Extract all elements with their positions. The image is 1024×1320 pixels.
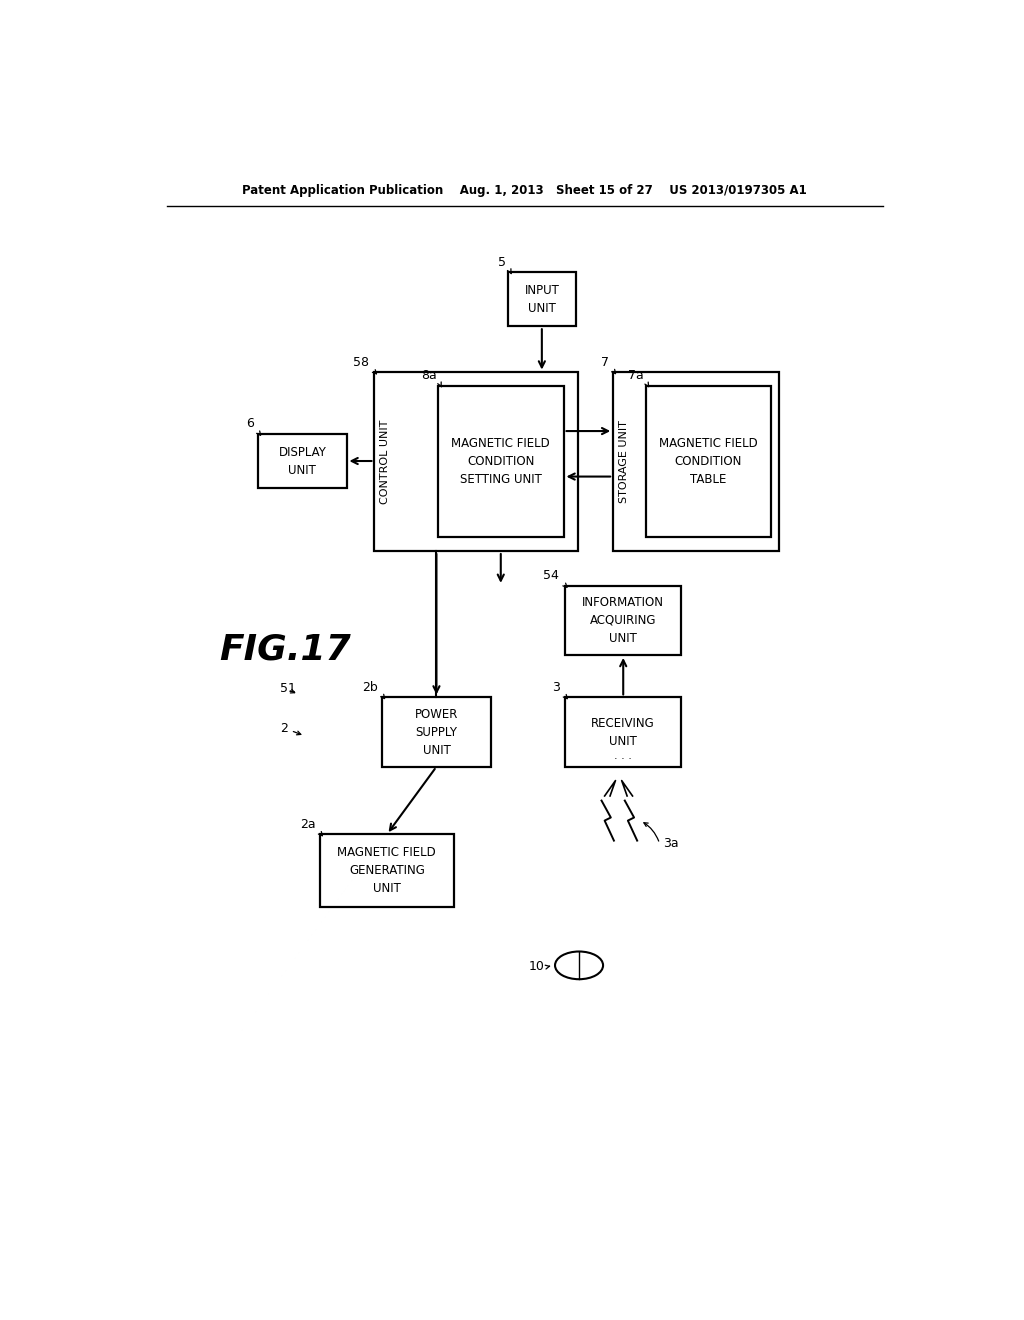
Bar	[321, 834, 454, 907]
Text: FIG.17: FIG.17	[219, 632, 351, 667]
Text: STORAGE UNIT: STORAGE UNIT	[618, 420, 629, 503]
Bar	[382, 697, 490, 767]
Text: CONTROL UNIT: CONTROL UNIT	[380, 420, 390, 504]
Bar	[565, 586, 681, 655]
Text: INPUT
UNIT: INPUT UNIT	[524, 284, 559, 314]
Text: DISPLAY
UNIT: DISPLAY UNIT	[279, 446, 327, 477]
Text: 10: 10	[529, 961, 545, 973]
Text: 2b: 2b	[362, 681, 378, 693]
Text: 2a: 2a	[300, 817, 315, 830]
Text: 3a: 3a	[663, 837, 678, 850]
Text: 5: 5	[499, 256, 506, 268]
Text: 8a: 8a	[421, 368, 436, 381]
Text: POWER
SUPPLY
UNIT: POWER SUPPLY UNIT	[415, 708, 458, 756]
Bar	[508, 272, 575, 326]
Text: INFORMATION
ACQUIRING
UNIT: INFORMATION ACQUIRING UNIT	[583, 595, 665, 645]
Text: 7a: 7a	[628, 368, 643, 381]
Text: 2: 2	[280, 722, 288, 735]
Text: Patent Application Publication    Aug. 1, 2013   Sheet 15 of 27    US 2013/01973: Patent Application Publication Aug. 1, 2…	[243, 185, 807, 197]
Bar	[613, 372, 779, 552]
Bar	[565, 697, 681, 767]
Text: RECEIVING
UNIT: RECEIVING UNIT	[591, 717, 655, 747]
Text: 51: 51	[280, 681, 296, 694]
Text: . . .: . . .	[614, 751, 632, 760]
Text: 7: 7	[601, 355, 609, 368]
Text: 54: 54	[543, 569, 559, 582]
Text: 58: 58	[353, 355, 369, 368]
Bar	[258, 434, 346, 488]
Bar	[375, 372, 578, 552]
Text: MAGNETIC FIELD
GENERATING
UNIT: MAGNETIC FIELD GENERATING UNIT	[338, 846, 436, 895]
Ellipse shape	[555, 952, 603, 979]
Bar	[438, 385, 563, 537]
Text: 6: 6	[247, 417, 254, 430]
Bar	[646, 385, 771, 537]
Text: MAGNETIC FIELD
CONDITION
TABLE: MAGNETIC FIELD CONDITION TABLE	[659, 437, 758, 486]
Text: MAGNETIC FIELD
CONDITION
SETTING UNIT: MAGNETIC FIELD CONDITION SETTING UNIT	[452, 437, 550, 486]
Text: 3: 3	[553, 681, 560, 693]
